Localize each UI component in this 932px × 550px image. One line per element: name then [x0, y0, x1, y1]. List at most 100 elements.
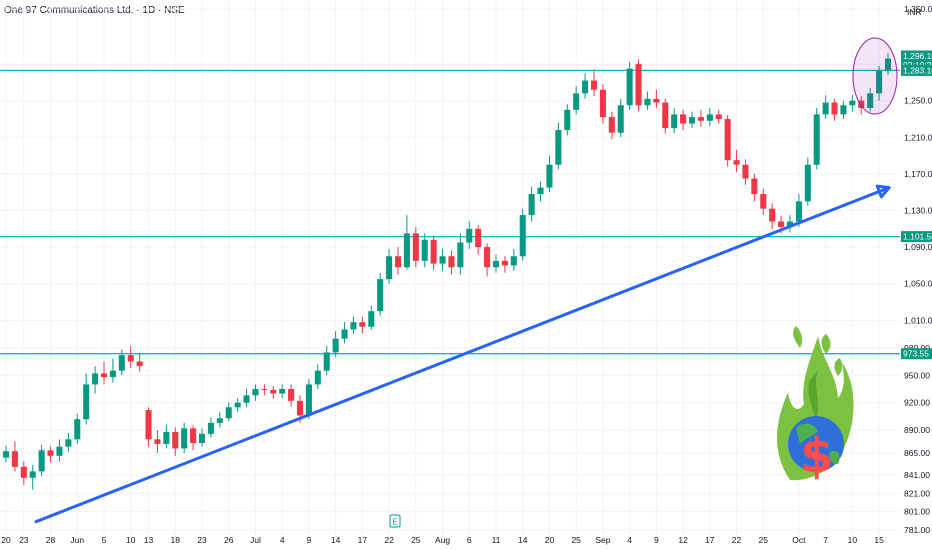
candle[interactable] — [243, 388, 250, 408]
candle[interactable] — [475, 225, 482, 255]
candle[interactable] — [207, 417, 214, 438]
candle[interactable] — [680, 109, 687, 130]
candle[interactable] — [136, 353, 143, 372]
candle[interactable] — [359, 316, 366, 334]
candle[interactable] — [653, 89, 660, 108]
candle[interactable] — [261, 384, 268, 396]
candle[interactable] — [662, 98, 669, 134]
candle[interactable] — [644, 91, 651, 110]
candle[interactable] — [804, 157, 811, 206]
candle[interactable] — [11, 441, 18, 472]
candle[interactable] — [20, 461, 27, 486]
candle[interactable] — [386, 248, 393, 284]
candle[interactable] — [252, 384, 259, 401]
candle[interactable] — [582, 73, 589, 99]
candle[interactable] — [154, 430, 161, 454]
candle[interactable] — [56, 439, 63, 462]
time-axis[interactable]: 20 23 28 Jun 5 10 13 18 23 26 Jul 4 9 14 17 22 25 Aug 6 11 1… — [1, 535, 884, 545]
candle[interactable] — [876, 65, 883, 101]
candle[interactable] — [466, 221, 473, 249]
candle[interactable] — [457, 233, 464, 275]
candle[interactable] — [145, 407, 152, 447]
candle[interactable] — [831, 98, 838, 121]
candle[interactable] — [626, 62, 633, 110]
candle[interactable] — [65, 432, 72, 453]
candle[interactable] — [849, 95, 856, 112]
candle[interactable] — [421, 233, 428, 268]
candle[interactable] — [430, 236, 437, 270]
candle[interactable] — [288, 384, 295, 407]
candle[interactable] — [599, 84, 606, 124]
candle[interactable] — [671, 108, 678, 133]
candle[interactable] — [225, 402, 232, 422]
candle[interactable] — [350, 316, 357, 335]
candle[interactable] — [332, 331, 339, 357]
candle[interactable] — [813, 108, 820, 170]
candle[interactable] — [190, 425, 197, 451]
candle[interactable] — [706, 108, 713, 127]
candle[interactable] — [528, 186, 535, 222]
candle[interactable] — [822, 95, 829, 119]
trend-line[interactable] — [34, 186, 891, 524]
candle[interactable] — [573, 86, 580, 115]
horizontal-levels[interactable] — [0, 69, 900, 355]
candle[interactable] — [501, 256, 508, 273]
candle[interactable] — [83, 373, 90, 425]
candle[interactable] — [590, 69, 598, 97]
candle[interactable] — [537, 181, 544, 202]
candle[interactable] — [118, 349, 125, 376]
candle[interactable] — [2, 445, 10, 463]
candle[interactable] — [715, 109, 722, 124]
candle[interactable] — [742, 159, 749, 185]
candle[interactable] — [92, 366, 99, 394]
candle[interactable] — [733, 150, 740, 173]
candle[interactable] — [198, 428, 206, 447]
candle[interactable] — [109, 358, 116, 383]
candle[interactable] — [492, 254, 500, 273]
candle[interactable] — [786, 215, 794, 233]
candle[interactable] — [279, 384, 286, 399]
candle[interactable] — [769, 203, 776, 229]
candle[interactable] — [172, 427, 179, 456]
candle[interactable] — [163, 424, 170, 449]
candle[interactable] — [100, 361, 108, 385]
candle[interactable] — [760, 188, 767, 216]
price-axis[interactable]: 1,350.001,290.001,250.001,210.001,170.00… — [904, 4, 932, 535]
candle[interactable] — [377, 272, 384, 316]
candle[interactable] — [270, 386, 277, 400]
candle[interactable] — [697, 109, 704, 127]
candle[interactable] — [323, 345, 330, 376]
candle[interactable] — [484, 243, 491, 277]
candle[interactable] — [635, 59, 642, 112]
candle[interactable] — [305, 378, 312, 420]
candle[interactable] — [564, 104, 571, 136]
candle[interactable] — [394, 247, 402, 275]
candle[interactable] — [555, 122, 562, 170]
earnings-icon[interactable]: E — [389, 514, 401, 528]
candle[interactable] — [412, 226, 419, 268]
candle[interactable] — [403, 215, 410, 270]
candle[interactable] — [724, 115, 731, 167]
highlight-circle[interactable] — [852, 37, 898, 115]
candle[interactable] — [448, 250, 455, 275]
candle[interactable] — [867, 87, 874, 112]
candle[interactable] — [546, 155, 553, 193]
candle[interactable] — [74, 413, 81, 444]
candle[interactable] — [617, 98, 624, 138]
candle[interactable] — [519, 208, 526, 261]
candle[interactable] — [510, 248, 517, 271]
candle[interactable] — [884, 53, 892, 76]
candle[interactable] — [608, 111, 615, 140]
candle[interactable] — [234, 398, 241, 412]
candle[interactable] — [751, 173, 758, 202]
candle[interactable] — [314, 364, 321, 389]
candles[interactable] — [2, 53, 892, 490]
candle[interactable] — [688, 111, 696, 129]
candle[interactable] — [181, 422, 188, 454]
candle[interactable] — [127, 345, 134, 368]
candle[interactable] — [29, 464, 36, 490]
candle[interactable] — [341, 322, 348, 344]
candle[interactable] — [439, 248, 446, 271]
candle[interactable] — [38, 444, 45, 476]
